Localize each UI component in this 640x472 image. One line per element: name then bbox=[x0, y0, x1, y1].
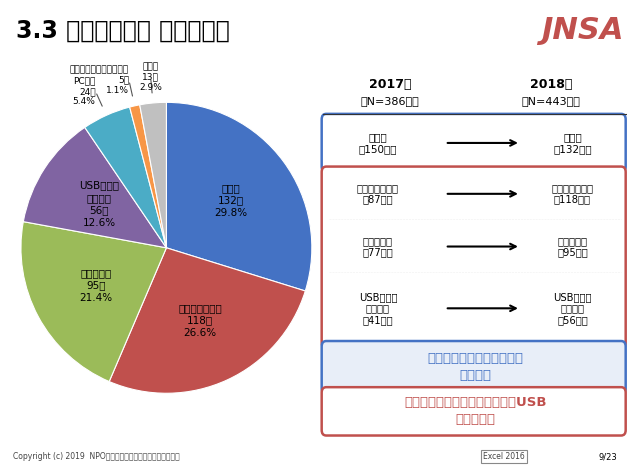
Text: PC本体
24件
5.4%: PC本体 24件 5.4% bbox=[73, 76, 95, 106]
Text: インターネット・電子メール・USB
経由が増加: インターネット・電子メール・USB 経由が増加 bbox=[404, 396, 547, 426]
Text: 電子メール
（95件）: 電子メール （95件） bbox=[557, 236, 588, 257]
Text: インターネット
（87件）: インターネット （87件） bbox=[357, 183, 399, 205]
Text: USB等可搬
記録媒体
56件
12.6%: USB等可搬 記録媒体 56件 12.6% bbox=[79, 180, 120, 228]
Text: Excel 2016: Excel 2016 bbox=[483, 452, 525, 461]
Text: インターネット
（118件）: インターネット （118件） bbox=[552, 183, 593, 205]
Text: （N=386件）: （N=386件） bbox=[361, 96, 419, 106]
Text: 紙媒体
（132件）: 紙媒体 （132件） bbox=[553, 132, 592, 154]
FancyBboxPatch shape bbox=[322, 387, 626, 436]
Text: 携帯電話スマートフォン
5件
1.1%: 携帯電話スマートフォン 5件 1.1% bbox=[70, 66, 129, 95]
FancyBboxPatch shape bbox=[322, 341, 626, 394]
Text: 紙媒体
132件
29.8%: 紙媒体 132件 29.8% bbox=[214, 183, 248, 218]
Text: 9/23: 9/23 bbox=[599, 452, 618, 461]
Text: 2017年: 2017年 bbox=[369, 77, 412, 91]
Wedge shape bbox=[166, 102, 312, 291]
Text: USB等可搬
記録媒体
（56件）: USB等可搬 記録媒体 （56件） bbox=[553, 292, 592, 325]
FancyBboxPatch shape bbox=[322, 167, 626, 348]
Text: 電子メール
（77件）: 電子メール （77件） bbox=[362, 236, 394, 257]
Text: 2018年: 2018年 bbox=[530, 77, 572, 91]
Wedge shape bbox=[109, 248, 305, 393]
Text: 3.3 媒体・経路別 漏えい件数: 3.3 媒体・経路別 漏えい件数 bbox=[16, 19, 230, 42]
Text: （N=443件）: （N=443件） bbox=[522, 96, 580, 106]
Wedge shape bbox=[130, 105, 166, 248]
Wedge shape bbox=[140, 102, 166, 248]
Text: インターネット
118件
26.6%: インターネット 118件 26.6% bbox=[178, 303, 222, 338]
Text: その他
13件
2.9%: その他 13件 2.9% bbox=[139, 62, 162, 92]
Wedge shape bbox=[23, 127, 166, 248]
Text: USB等可搬
記録媒体
（41件）: USB等可搬 記録媒体 （41件） bbox=[358, 292, 397, 325]
Text: Copyright (c) 2019  NPO日本ネットワークセキュリティ協会: Copyright (c) 2019 NPO日本ネットワークセキュリティ協会 bbox=[13, 452, 180, 461]
Text: 紙媒体
（150件）: 紙媒体 （150件） bbox=[358, 132, 397, 154]
Text: 紙媒体による漏えい件数が
最も多い: 紙媒体による漏えい件数が 最も多い bbox=[428, 353, 524, 382]
FancyBboxPatch shape bbox=[322, 114, 626, 172]
Text: JNSA: JNSA bbox=[541, 16, 624, 45]
Wedge shape bbox=[21, 222, 166, 381]
Wedge shape bbox=[84, 107, 166, 248]
Text: 電子メール
95件
21.4%: 電子メール 95件 21.4% bbox=[79, 268, 113, 303]
